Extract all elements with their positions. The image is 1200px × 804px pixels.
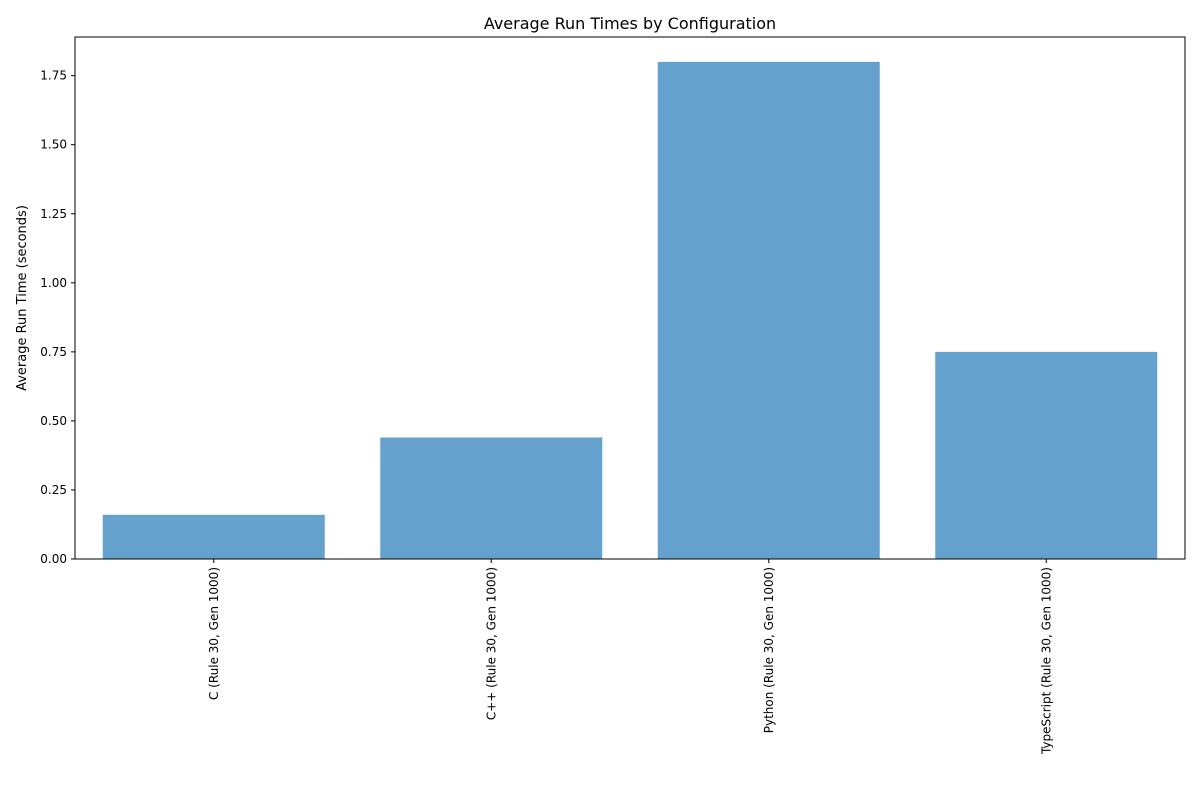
bar-1: [380, 437, 603, 559]
y-tick-label: 1.50: [40, 138, 67, 152]
y-tick-label: 0.75: [40, 345, 67, 359]
y-tick-label: 1.25: [40, 207, 67, 221]
x-axis-ticks: C (Rule 30, Gen 1000) C++ (Rule 30, Gen 1…: [207, 559, 1053, 755]
chart-title: Average Run Times by Configuration: [484, 14, 776, 33]
y-axis-label: Average Run Time (seconds): [15, 205, 30, 391]
y-tick-label: 0.00: [40, 552, 67, 566]
bars-layer: [102, 61, 1158, 559]
bar-0: [102, 514, 325, 559]
plot-frame: [74, 36, 1186, 560]
x-tick-label: C++ (Rule 30, Gen 1000): [484, 567, 498, 720]
y-tick-label: 0.50: [40, 414, 67, 428]
bar-3: [935, 351, 1158, 559]
x-tick-label: TypeScript (Rule 30, Gen 1000): [1039, 567, 1053, 755]
bar-2: [657, 61, 880, 559]
x-tick-label: C (Rule 30, Gen 1000): [207, 567, 221, 700]
x-tick-label: Python (Rule 30, Gen 1000): [762, 567, 776, 733]
y-tick-label: 1.75: [40, 69, 67, 83]
y-axis-ticks: 0.00 0.25 0.50 0.75 1.00 1.25 1.50 1.75: [40, 69, 75, 566]
y-tick-label: 1.00: [40, 276, 67, 290]
y-tick-label: 0.25: [40, 483, 67, 497]
